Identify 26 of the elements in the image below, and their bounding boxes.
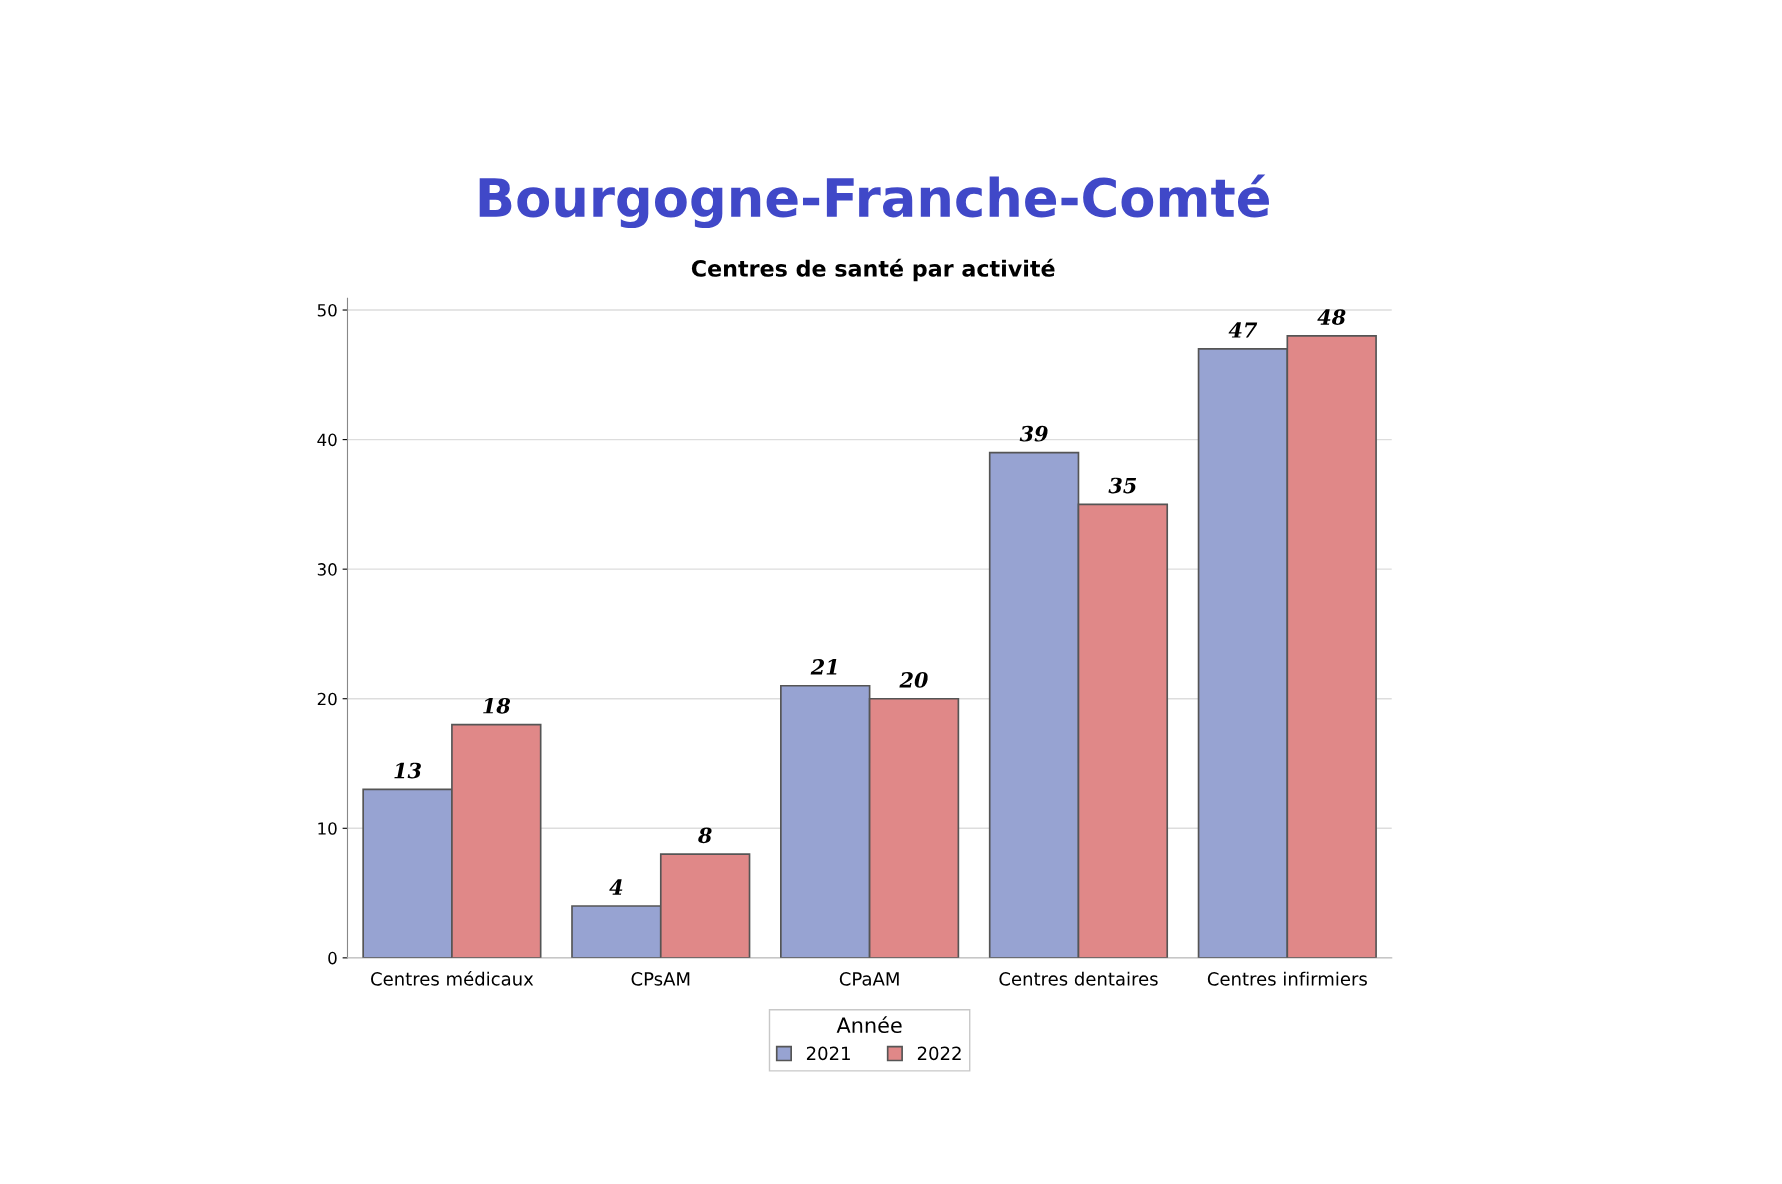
y-tick-label: 30 [317,563,337,576]
data-label: 8 [698,827,712,844]
y-tick-label: 20 [317,692,337,706]
data-label: 48 [1317,309,1346,325]
x-tick-label: Centres dentaires [999,971,1158,986]
chart-subtitle: Centres de santé par activité [691,258,1055,282]
chart-title: Bourgogne-Franche-Comté [479,174,1269,229]
y-tick-label: 10 [318,822,337,835]
y-tick-label: 40 [317,433,337,447]
x-tick-label: CPaAM [839,972,899,986]
data-label: 21 [810,659,837,675]
x-tick-label: Centres infirmiers [1207,971,1367,986]
data-label: 39 [1019,425,1048,442]
data-label: 20 [899,671,928,688]
data-label: 47 [1228,322,1258,338]
x-tick-label: Centres médicaux [371,971,534,986]
data-label: 4 [609,879,623,895]
legend-title: Année [836,1016,902,1034]
data-label: 35 [1108,477,1137,494]
y-tick-label: 50 [317,303,337,317]
legend-label: 2022 [917,1046,961,1061]
legend-label: 2021 [806,1046,850,1061]
y-tick-label: 0 [328,951,337,965]
data-label: 13 [394,762,421,779]
data-label: 18 [483,697,511,714]
x-tick-label: CPsAM [631,972,690,986]
